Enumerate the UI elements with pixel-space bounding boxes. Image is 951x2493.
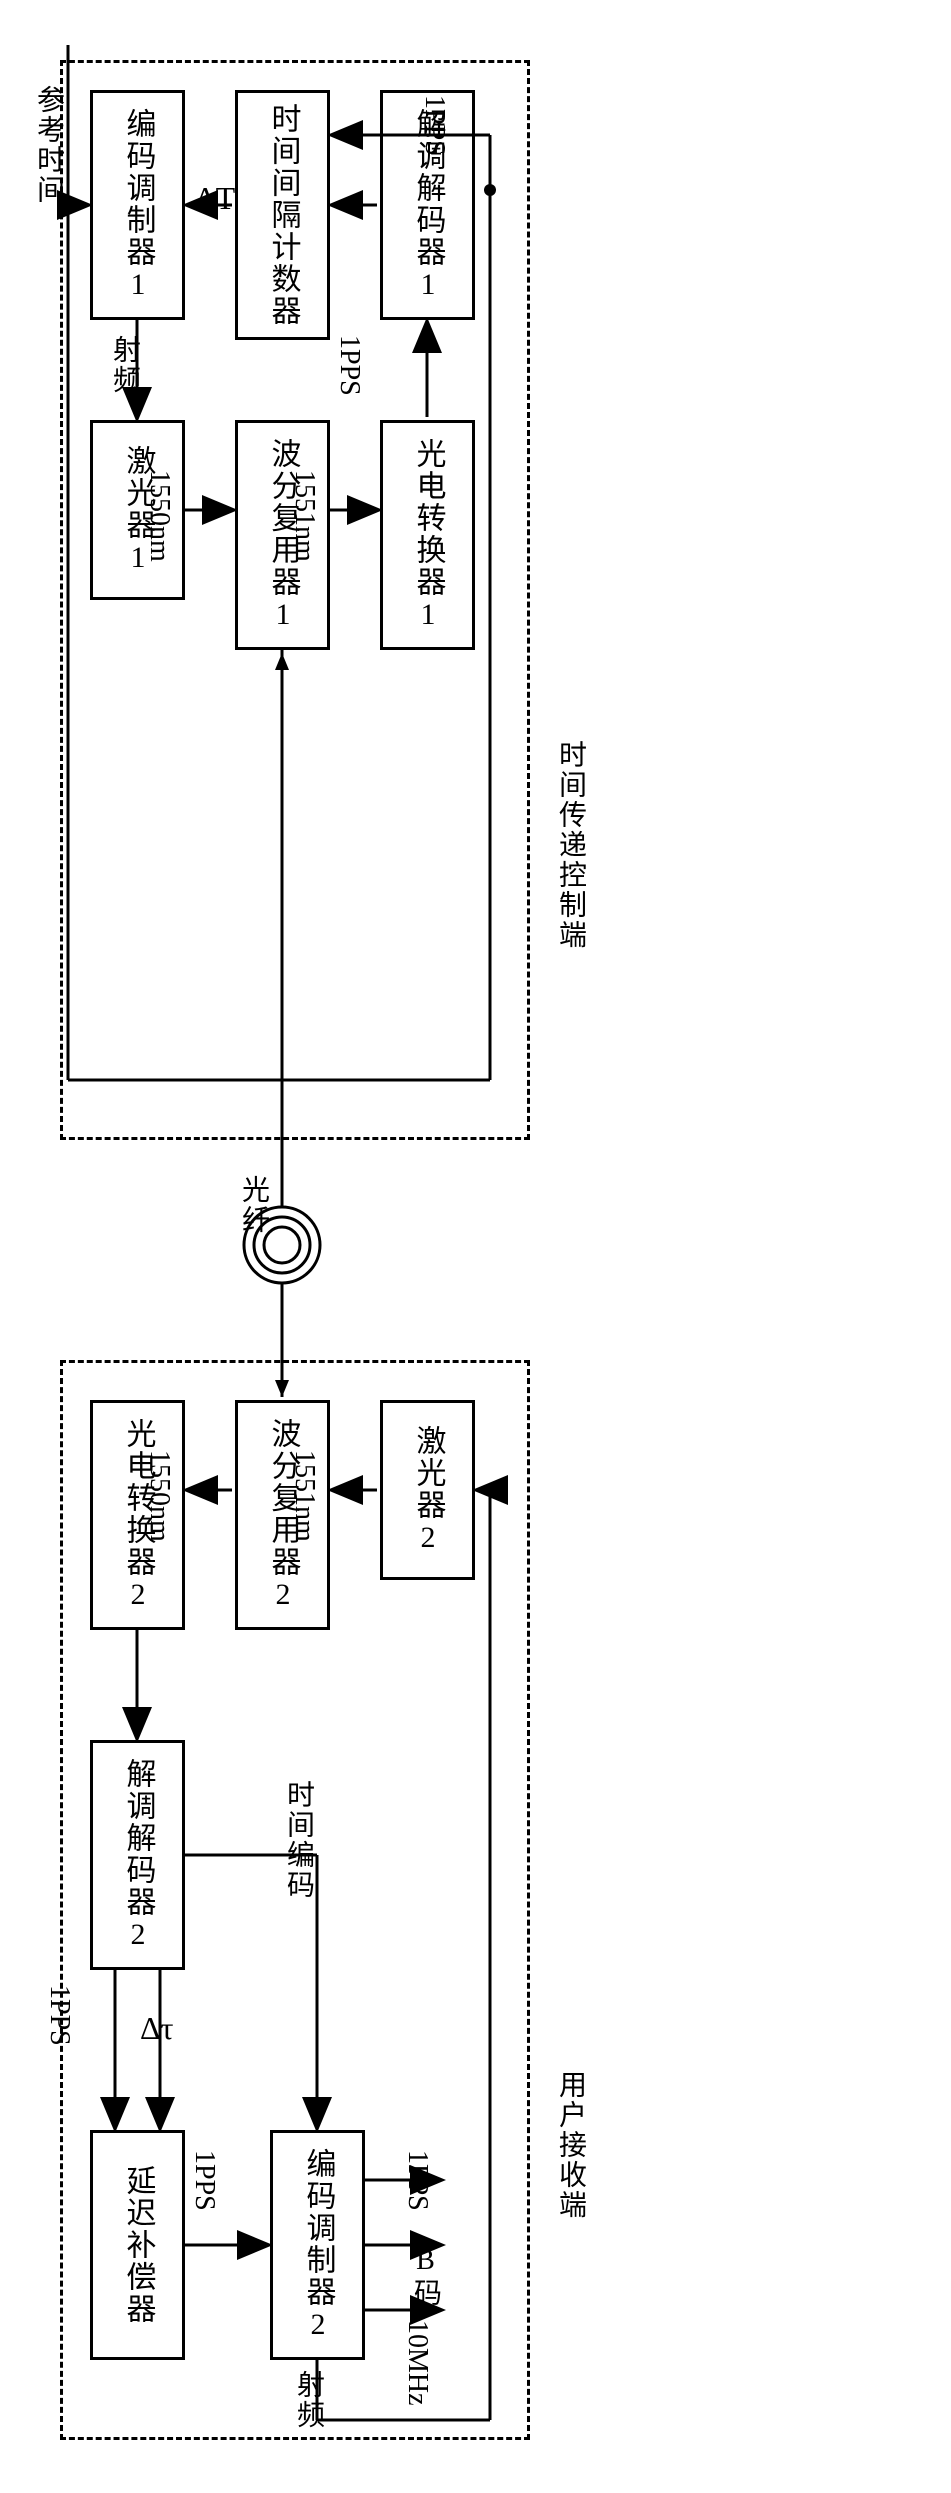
node-tic: 时间间隔计数器	[235, 90, 330, 340]
label-out1: 1PPS	[401, 2150, 433, 2211]
label-out3: 10MHz	[401, 2320, 433, 2406]
label-1550b: 1550nm	[143, 1450, 175, 1542]
label-ref-time: 参考时间	[28, 85, 68, 205]
node-encoder1: 编码调制器1	[90, 90, 185, 320]
control-end-label: 时间传递控制端	[550, 740, 590, 950]
label-out2: B码	[405, 2245, 445, 2308]
label-pps-comp-out: 1PPS	[188, 2150, 220, 2211]
label-pps-top: 1PPS	[43, 1985, 75, 2046]
node-laser2: 激光器2	[380, 1400, 475, 1580]
label-pps-demod1: 1PPS	[333, 335, 365, 396]
label-rf2: 射频	[288, 2370, 328, 2430]
label-dT: ΔT	[195, 180, 235, 217]
label-time-code: 时间编码	[278, 1780, 318, 1900]
label-rf1: 射频	[104, 335, 144, 395]
user-end-label: 用户接收端	[550, 2070, 590, 2220]
label-dtau: Δτ	[140, 2010, 173, 2047]
label-1550a: 1550nm	[143, 470, 175, 562]
node-delaycomp: 延迟补偿器	[90, 2130, 185, 2360]
node-encoder2: 编码调制器2	[270, 2130, 365, 2360]
node-oec1: 光电转换器1	[380, 420, 475, 650]
label-fiber: 光纤	[233, 1175, 273, 1235]
diagram-canvas: 时间传递控制端 用户接收端 编码调制器1 激光器1 波分复用器1 光电转换器1 …	[20, 20, 931, 2473]
label-1551a: 1551nm	[288, 470, 320, 562]
node-demod2: 解调解码器2	[90, 1740, 185, 1970]
label-1551b: 1551nm	[288, 1450, 320, 1542]
label-pps-ref: 1PPS	[418, 95, 450, 156]
